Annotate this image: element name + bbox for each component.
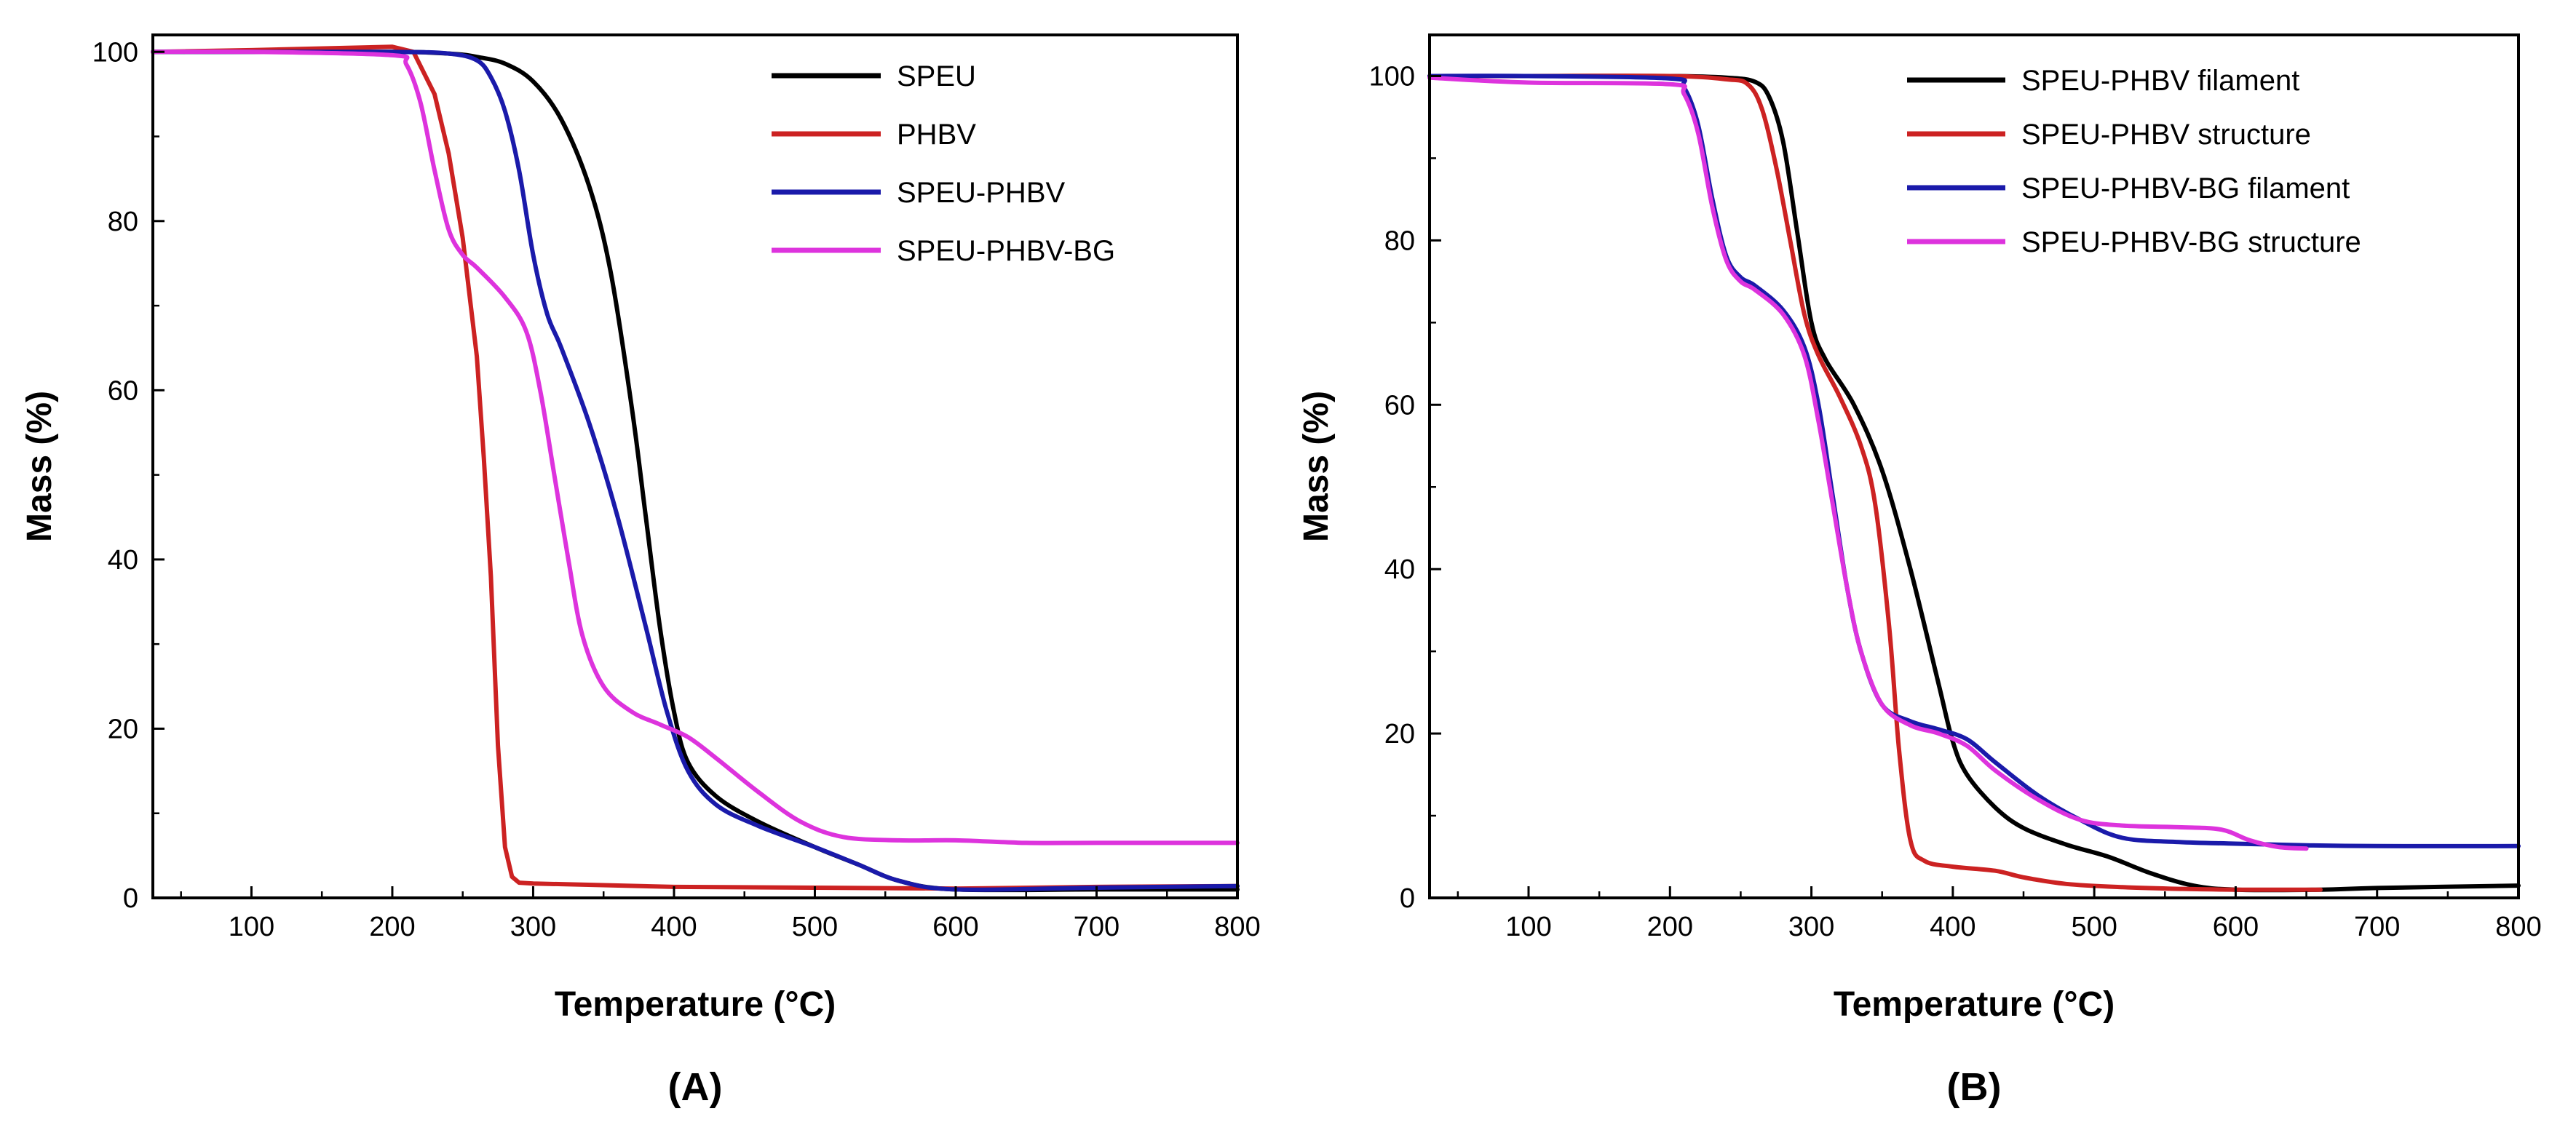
panel-a-x-tick-label: 100: [229, 912, 274, 942]
panel-b-series-speu-phbv-structure: [1427, 73, 2323, 892]
panel-b-legend-label-bg-structure: SPEU-PHBV-BG structure: [2021, 226, 2361, 258]
panel-a-ticks: 100 200 300 400 500 600 700 800 0 20 40 60 80 100: [92, 37, 1261, 942]
panel-a-series-phbv: [151, 44, 1240, 891]
panel-b-series-speu-phbv-filament: [1427, 73, 2521, 893]
panel-a-x-axis-title: Temperature (°C): [555, 985, 836, 1024]
panel-b-x-tick-label: 100: [1505, 912, 1551, 942]
panel-b-y-tick-label: 60: [1384, 390, 1415, 421]
panel-a-x-tick-label: 700: [1074, 912, 1119, 942]
panel-b-y-tick-label: 100: [1369, 61, 1415, 92]
panel-b-y-tick-label: 0: [1400, 883, 1415, 914]
panel-b-plot-frame: [1428, 33, 2520, 899]
panel-b-x-tick-label: 600: [2213, 912, 2259, 942]
panel-b-y-tick-label: 40: [1384, 554, 1415, 585]
panel-b-x-tick-label: 400: [1930, 912, 1975, 942]
panel-a-y-tick-label: 60: [108, 375, 138, 406]
panel-a-y-tick-label: 20: [108, 714, 138, 744]
chart-panel-a: 100 200 300 400 500 600 700 800 0 20 40 60 80 100 Tem…: [20, 33, 1261, 1109]
panel-a-x-tick-label: 800: [1214, 912, 1260, 942]
panel-b-legend-label-filament: SPEU-PHBV filament: [2021, 65, 2299, 97]
panel-b-y-tick-label: 80: [1384, 226, 1415, 256]
panel-a-y-tick-label: 40: [108, 545, 138, 576]
panel-a-legend-label-speu-phbv-bg: SPEU-PHBV-BG: [897, 235, 1115, 267]
panel-a-x-tick-label: 200: [369, 912, 415, 942]
panel-a-label: (A): [668, 1065, 723, 1109]
panel-b-ticks: 100 200 300 400 500 600 700 800 0 20 40 60 80 100: [1369, 61, 2542, 942]
panel-b-series-speu-phbv-bg-structure: [1427, 75, 2309, 851]
panel-b-x-axis-title: Temperature (°C): [1834, 985, 2115, 1024]
panel-a-legend-label-speu-phbv: SPEU-PHBV: [897, 177, 1065, 209]
panel-a-y-tick-label: 0: [123, 883, 138, 914]
chart-panel-b: 100 200 300 400 500 600 700 800 0 20 40 60 80 100 Tem…: [1297, 33, 2542, 1109]
panel-b-legend: SPEU-PHBV filament SPEU-PHBV structure S…: [1907, 65, 2361, 258]
panel-a-legend-label-speu: SPEU: [897, 60, 976, 92]
panel-b-x-tick-label: 200: [1647, 912, 1693, 942]
panel-b-label: (B): [1947, 1065, 2002, 1109]
panel-a-x-tick-label: 400: [651, 912, 697, 942]
panel-a-legend-label-phbv: PHBV: [897, 119, 976, 151]
panel-a-y-axis-title: Mass (%): [20, 391, 59, 542]
panel-b-legend-label-structure: SPEU-PHBV structure: [2021, 119, 2311, 151]
panel-b-x-tick-label: 800: [2495, 912, 2541, 942]
panel-b-y-tick-label: 20: [1384, 719, 1415, 749]
panel-a-x-tick-label: 300: [510, 912, 556, 942]
panel-a-plot-frame: [151, 33, 1239, 899]
panel-a-x-tick-label: 500: [792, 912, 838, 942]
panel-a-y-tick-label: 80: [108, 207, 138, 237]
panel-a-x-tick-label: 600: [932, 912, 978, 942]
panel-a-series: [151, 44, 1240, 893]
panel-a-y-tick-label: 100: [92, 37, 138, 68]
panel-b-legend-label-bg-filament: SPEU-PHBV-BG filament: [2021, 172, 2350, 204]
panel-a-series-speu-phbv: [151, 49, 1240, 892]
panel-b-y-axis-title: Mass (%): [1297, 391, 1336, 542]
panel-b-x-tick-label: 300: [1788, 912, 1834, 942]
panel-b-series: [1427, 73, 2521, 893]
panel-a-legend: SPEU PHBV SPEU-PHBV SPEU-PHBV-BG: [772, 60, 1115, 267]
panel-b-x-tick-label: 500: [2071, 912, 2117, 942]
panel-b-x-tick-label: 700: [2354, 912, 2400, 942]
panel-a-series-speu-phbv-bg: [151, 49, 1240, 845]
